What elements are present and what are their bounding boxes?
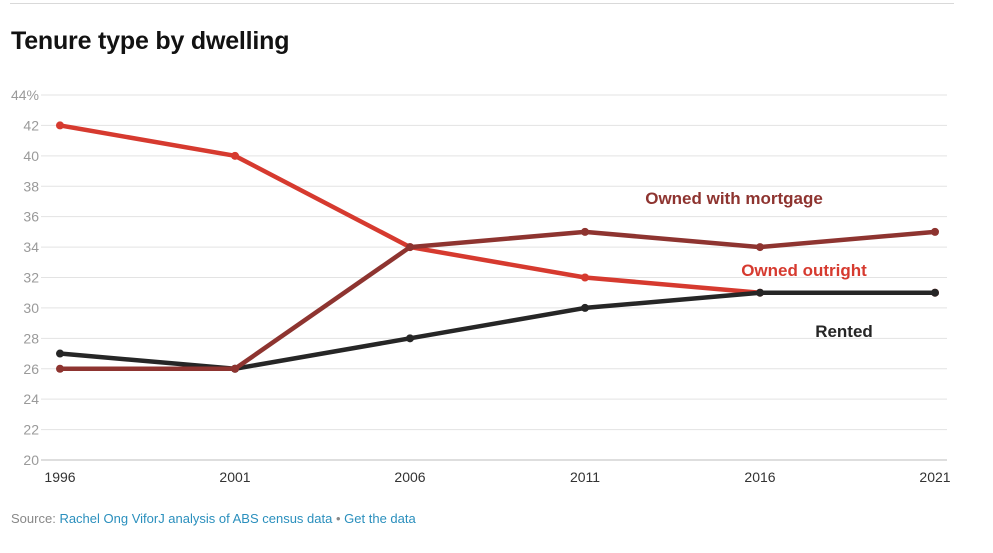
series-owned-with-mortgage [56,227,939,373]
data-point-owned-outright [56,121,64,130]
y-tick-label: 38 [23,178,39,194]
data-point-rented [756,288,764,297]
data-point-rented [406,334,414,343]
x-tick-label: 2016 [744,469,775,485]
data-point-owned-with-mortgage [231,364,239,373]
series-line-owned-with-mortgage [57,229,938,371]
data-point-owned-outright [231,151,239,160]
data-point-owned-with-mortgage [581,227,589,236]
line-chart: 20 22 24 26 28 30 32 34 36 38 40 42 44% 1996 2001 2006 2… [11,87,951,485]
data-point-owned-with-mortgage [406,243,414,252]
y-tick-label: 20 [23,452,39,468]
series-rented [56,288,939,373]
series-label-owned-with-mortgage: Owned with mortgage [645,189,823,208]
label-layer: Owned outright Owned with mortgage Rented [645,189,873,341]
x-tick-label: 2006 [394,469,425,485]
data-point-rented [56,349,64,358]
y-tick-label: 44% [11,87,39,103]
chart-title: Tenure type by dwelling [11,27,290,55]
data-point-owned-outright [581,273,589,282]
y-tick-label: 24 [23,391,39,407]
axis-layer: 20 22 24 26 28 30 32 34 36 38 40 42 44% 1996 2001 2006 2… [11,87,951,485]
y-tick-label: 32 [23,270,39,286]
source-separator: • [335,511,341,526]
top-rule [10,3,954,4]
y-tick-label: 22 [23,422,39,438]
data-point-rented [931,288,939,297]
y-tick-label: 40 [23,148,39,164]
data-point-owned-with-mortgage [756,243,764,252]
data-point-owned-with-mortgage [56,364,64,373]
y-tick-label: 30 [23,300,39,316]
y-tick-label: 42 [23,117,39,133]
x-tick-label: 1996 [44,469,75,485]
y-tick-label: 28 [23,330,39,346]
source-prefix: Source: [11,511,56,526]
data-point-owned-with-mortgage [931,227,939,236]
grid-layer [41,94,947,461]
data-point-rented [581,303,589,312]
series-line-rented [57,290,938,371]
series-label-rented: Rented [815,322,873,341]
y-tick-label: 34 [23,239,39,255]
x-tick-label: 2011 [570,469,600,485]
get-the-data-link[interactable]: Get the data [344,511,416,526]
source-credit-link[interactable]: Rachel Ong ViforJ analysis of ABS census… [59,511,333,526]
x-tick-label: 2001 [219,469,250,485]
series-layer [56,121,939,373]
source-line: Source: Rachel Ong ViforJ analysis of AB… [11,511,416,526]
series-label-owned-outright: Owned outright [741,261,867,280]
y-tick-label: 36 [23,209,39,225]
x-tick-label: 2021 [919,469,950,485]
y-tick-label: 26 [23,361,39,377]
